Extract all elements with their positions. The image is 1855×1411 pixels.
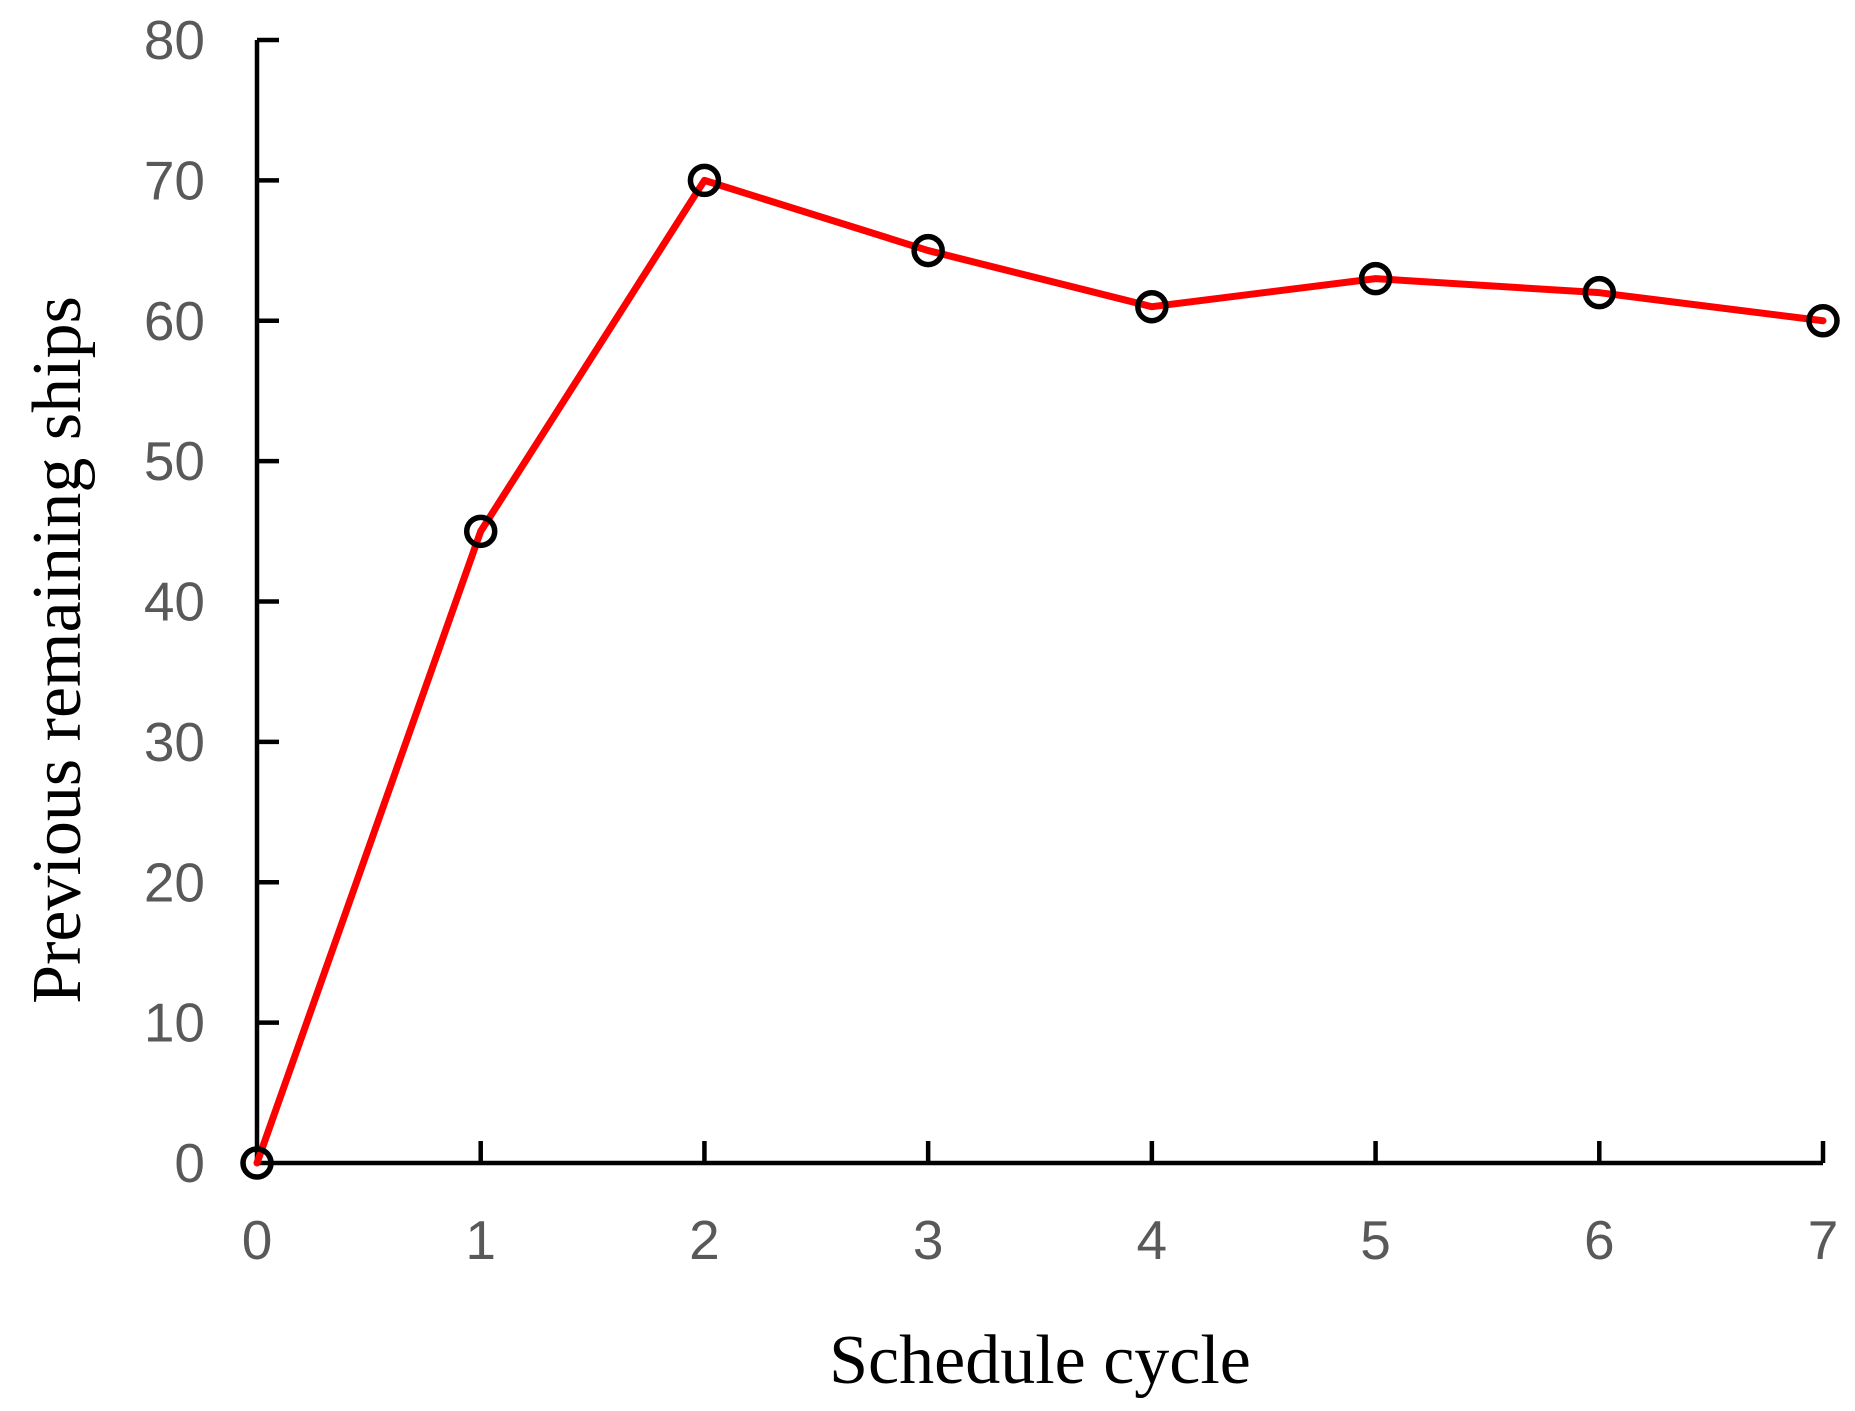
y-tick-label: 60 (144, 290, 205, 352)
x-tick-label: 1 (465, 1209, 496, 1271)
data-point-marker (1358, 261, 1393, 296)
y-axis-title: Previous remaining ships (19, 296, 96, 1004)
x-tick-label: 5 (1360, 1209, 1391, 1271)
y-tick-label: 40 (144, 571, 205, 633)
x-tick-label: 4 (1137, 1209, 1168, 1271)
y-tick-label: 70 (144, 149, 205, 211)
data-point-marker (1806, 304, 1840, 338)
y-tick-label: 30 (144, 711, 205, 773)
tick-labels-layer: 0 10 20 30 40 50 60 70 80 0 1 2 3 4 5 6 7 (144, 9, 1838, 1271)
x-axis-title: Schedule cycle (829, 1322, 1251, 1399)
axes-layer (254, 40, 1823, 1166)
y-tick-label: 10 (144, 992, 205, 1054)
y-tick-label: 50 (144, 430, 205, 492)
x-tick-label: 3 (913, 1209, 944, 1271)
data-point-marker (463, 514, 498, 549)
series-layer (240, 163, 1840, 1180)
data-point-marker (687, 163, 722, 198)
y-tick-label: 80 (144, 9, 205, 71)
data-point-marker (240, 1146, 274, 1180)
axis-lines (254, 40, 1823, 1166)
data-point-marker (1582, 275, 1617, 310)
x-tick-label: 2 (689, 1209, 720, 1271)
series-line (253, 176, 1827, 1167)
data-point-marker (1135, 289, 1169, 324)
x-tick-label: 7 (1808, 1209, 1839, 1271)
x-tick-label: 0 (242, 1209, 273, 1271)
x-tick-label: 6 (1584, 1209, 1615, 1271)
data-point-marker (911, 233, 945, 268)
y-tick-label: 0 (174, 1132, 205, 1194)
ticks-layer (257, 37, 1826, 1163)
y-tick-label: 20 (144, 851, 205, 913)
